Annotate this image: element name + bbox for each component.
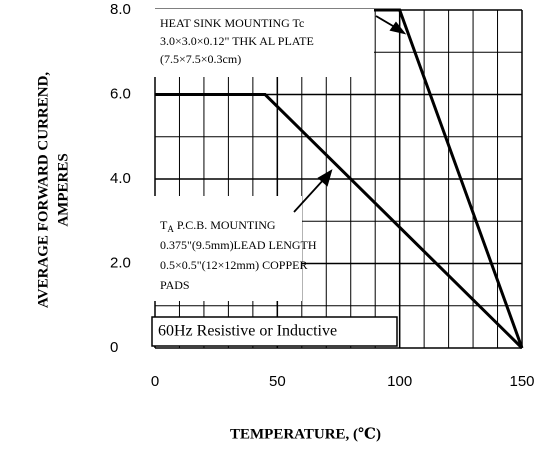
annotation-line: 3.0×3.0×0.12" THK AL PLATE [160, 34, 314, 48]
arrow-head [389, 21, 407, 35]
x-tick-label: 50 [269, 373, 286, 390]
annotation-box [152, 9, 374, 77]
y-tick-label: 6.0 [110, 85, 131, 102]
annotation-subscript: A [167, 224, 174, 234]
annotation-line: HEAT SINK MOUNTING Tc [160, 16, 304, 30]
annotation-line: 0.375"(9.5mm)LEAD LENGTH [160, 238, 317, 252]
x-tick-label: 150 [509, 373, 534, 390]
y-tick-label: 8.0 [110, 1, 131, 18]
y-tick-label: 4.0 [110, 170, 131, 187]
annotation-line: PADS [160, 278, 190, 292]
annotation-line: (7.5×7.5×0.3cm) [160, 52, 241, 66]
annotations: HEAT SINK MOUNTING Tc 3.0×3.0×0.12" THK … [158, 16, 337, 340]
series-line [155, 93, 524, 350]
arrow [293, 177, 326, 213]
arrows [293, 15, 407, 213]
x-tick-label: 0 [151, 373, 159, 390]
arrow-head [317, 169, 333, 187]
annotation-line: 0.5×0.5"(12×12mm) COPPER [160, 258, 307, 272]
x-axis-label: TEMPERATURE, (℃) [230, 426, 381, 442]
y-axis-label: AVERAGE FORWARD CURREND, [35, 72, 51, 309]
y-tick-label: 0 [110, 339, 118, 356]
annotation-box [151, 316, 398, 347]
annotation-line: TA P.C.B. MOUNTING [160, 218, 276, 234]
y-axis-label: AMPERES [55, 153, 71, 226]
annotation-text: P.C.B. MOUNTING [174, 218, 276, 232]
y-tick-label: 2.0 [110, 254, 131, 271]
x-tick-label: 100 [387, 373, 412, 390]
annotation-text: T [160, 218, 168, 232]
annotation-box [152, 196, 302, 301]
annotation-note: 60Hz Resistive or Inductive [158, 323, 337, 340]
